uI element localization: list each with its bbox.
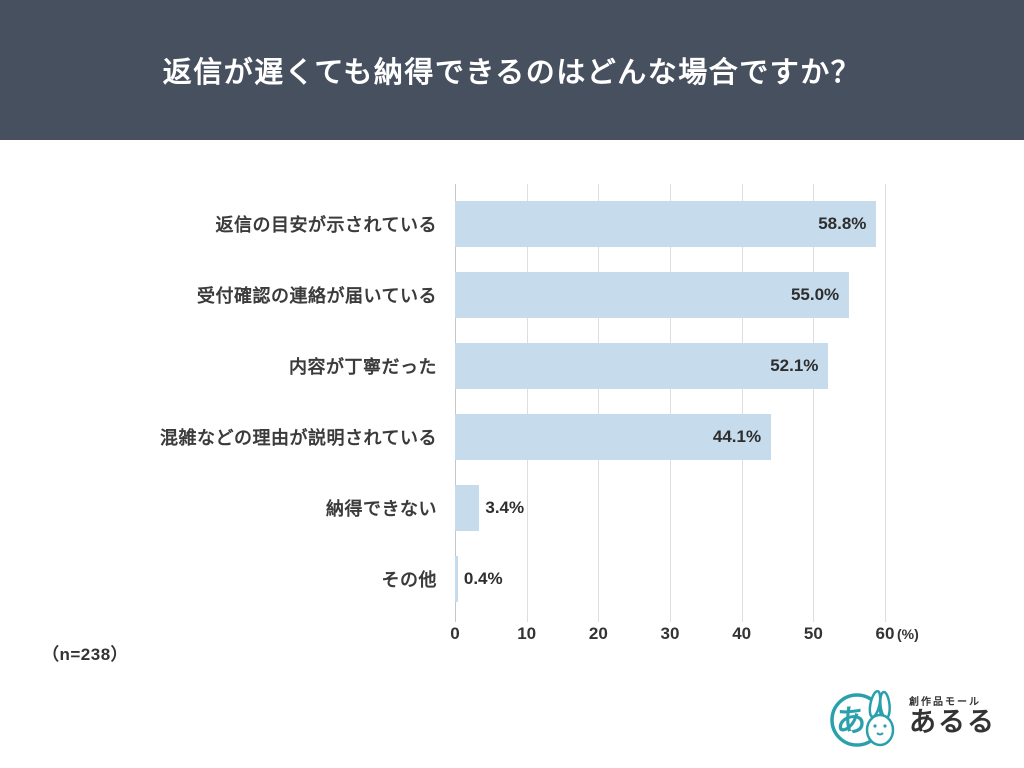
bar bbox=[455, 200, 877, 247]
value-label: 55.0% bbox=[790, 284, 840, 304]
bar-track: 3.4% bbox=[455, 484, 885, 531]
x-tick-labels: 0 10 20 30 40 50 60 bbox=[450, 622, 894, 654]
bar-track: 55.0% bbox=[455, 271, 885, 318]
bar bbox=[455, 484, 480, 531]
brand-logo: あ 創作品モール あるる bbox=[829, 682, 996, 752]
bar-track: 58.8% bbox=[455, 200, 885, 247]
x-tick-label: 50 bbox=[803, 624, 823, 643]
category-label: その他 bbox=[381, 569, 437, 590]
x-tick-label: 40 bbox=[732, 624, 752, 643]
chart-row: 納得できない 3.4% bbox=[45, 472, 965, 543]
category-label: 内容が丁寧だった bbox=[289, 356, 437, 377]
chart-row: 混雑などの理由が説明されている 44.1% bbox=[45, 401, 965, 472]
brand-name-large: あるる bbox=[909, 706, 996, 737]
x-tick-label: 30 bbox=[660, 624, 680, 643]
slide: 返信が遅くても納得できるのはどんな場合ですか？ 返信の目安が示されている 58.… bbox=[0, 0, 1024, 747]
bar-track: 44.1% bbox=[455, 413, 885, 460]
x-axis-unit: (%) bbox=[897, 626, 919, 642]
x-tick-label: 20 bbox=[588, 624, 608, 643]
sample-size-note: （n=238） bbox=[42, 645, 129, 664]
value-label: 52.1% bbox=[770, 355, 819, 375]
x-tick-label: 10 bbox=[517, 624, 537, 643]
chart-row: 受付確認の連絡が届いている 55.0% bbox=[45, 259, 965, 330]
chart-row: その他 0.4% bbox=[45, 543, 965, 614]
page-title: 返信が遅くても納得できるのはどんな場合ですか？ bbox=[162, 57, 862, 89]
value-label: 58.8% bbox=[818, 213, 867, 233]
gridline bbox=[885, 184, 886, 622]
category-label: 受付確認の連絡が届いている bbox=[197, 285, 437, 306]
bar-track: 52.1% bbox=[455, 342, 885, 389]
x-tick-label: 0 bbox=[450, 624, 460, 643]
gridline bbox=[741, 184, 743, 622]
category-label: 混雑などの理由が説明されている bbox=[160, 427, 437, 448]
brand-wordmark: 創作品モール あるる bbox=[909, 697, 996, 738]
bar bbox=[455, 413, 772, 460]
x-tick-label: 60 bbox=[875, 624, 895, 643]
gridline bbox=[455, 184, 456, 622]
svg-text:あ: あ bbox=[836, 705, 866, 738]
value-label: 3.4% bbox=[485, 497, 525, 517]
chart-row: 内容が丁寧だった 52.1% bbox=[45, 330, 965, 401]
category-label: 納得できない bbox=[326, 498, 437, 519]
bar bbox=[455, 271, 850, 318]
value-label: 44.1% bbox=[712, 426, 762, 446]
bar bbox=[455, 555, 458, 602]
bar-track: 0.4% bbox=[455, 555, 885, 602]
gridline bbox=[670, 184, 671, 622]
bar bbox=[455, 342, 829, 389]
category-label: 返信の目安が示されている bbox=[215, 214, 437, 235]
bar-chart: 返信の目安が示されている 58.8% 受付確認の連絡が届いている 55.0% 内… bbox=[45, 184, 965, 654]
x-axis: 0 10 20 30 40 50 60 (%) bbox=[45, 622, 965, 654]
value-label: 0.4% bbox=[463, 568, 503, 588]
gridline bbox=[526, 184, 528, 622]
gridline bbox=[813, 184, 815, 622]
chart-rows: 返信の目安が示されている 58.8% 受付確認の連絡が届いている 55.0% 内… bbox=[45, 184, 965, 622]
header-band: 返信が遅くても納得できるのはどんな場合ですか？ bbox=[0, 0, 1024, 140]
gridlines bbox=[455, 184, 886, 622]
chart-row: 返信の目安が示されている 58.8% bbox=[45, 188, 965, 259]
axis-spacer bbox=[45, 622, 455, 654]
rabbit-logo-icon: あ bbox=[830, 689, 895, 747]
gridline bbox=[598, 184, 600, 622]
brand-name-small: 創作品モール bbox=[909, 696, 981, 708]
